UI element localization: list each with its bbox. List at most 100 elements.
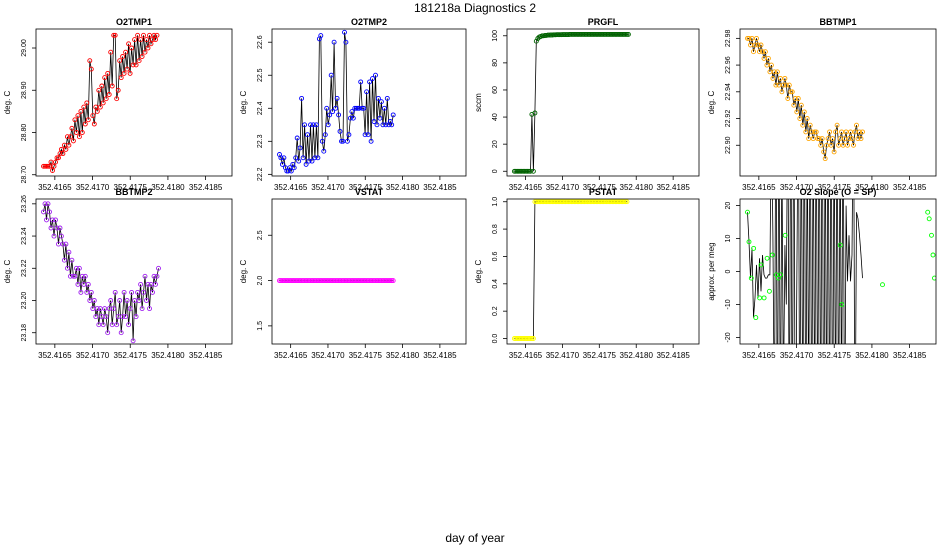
data-point [112,289,118,295]
data-point [839,302,845,307]
data-point [810,136,816,142]
data-point [794,109,800,115]
data-point [331,39,337,45]
data-point [337,128,343,134]
y-tick-label: 22.6 [257,35,264,49]
data-point [305,132,310,138]
data-point [51,163,57,169]
data-point [85,117,91,123]
data-point [330,109,336,115]
data-point [745,209,750,215]
data-point [145,45,151,51]
data-point [755,42,761,48]
x-tick-label: 352.4170 [780,183,814,192]
data-point [312,278,318,284]
data-point [94,108,100,114]
data-point [90,306,96,312]
x-tick-label: 352.4185 [189,351,223,360]
data-point [112,32,118,38]
data-point [153,281,158,287]
x-tick-label: 352.4165 [509,351,543,360]
data-point [109,322,115,328]
data-point [44,217,49,223]
data-point [390,112,396,118]
y-axis-label: deg. C [239,90,248,114]
y-tick-label: 22.98 [725,29,732,47]
data-point [50,217,55,223]
data-point [105,330,111,336]
data-point [76,134,82,140]
data-point [87,58,93,64]
data-point [324,278,330,284]
data-point [375,278,381,284]
data-point [70,138,76,144]
data-point [373,72,378,78]
data-point [762,49,768,55]
data-point [365,132,371,138]
data-point [751,49,756,55]
data-point [322,132,328,138]
data-point [84,100,90,106]
data-point [880,282,885,288]
chart-title: BBTMP2 [115,187,152,197]
data-point [364,278,370,284]
data-point [51,233,57,239]
data-point [786,82,792,88]
y-tick-label: -10 [725,299,732,309]
data-point [299,278,305,284]
data-point [364,89,370,95]
data-point [768,62,774,68]
y-axis-label: deg. C [239,259,248,283]
data-point [106,92,112,97]
data-point [102,75,108,81]
data-point [278,278,284,284]
data-point [291,278,297,284]
y-tick-label: 28.90 [21,81,28,99]
data-point [621,199,627,205]
data-point [132,298,138,303]
plot-frame [506,198,700,345]
data-point [79,130,85,135]
data-point [121,70,127,76]
data-point [758,262,764,268]
data-point [136,298,142,303]
data-point [84,289,90,295]
x-tick-label: 352.4165 [742,351,776,360]
y-tick-label: 1.0 [492,197,499,207]
data-point [857,129,862,135]
data-point [378,99,384,105]
data-point [529,336,535,341]
data-point [42,163,48,169]
x-tick-label: 352.4180 [386,183,420,192]
chart-title: O2TMP1 [116,17,152,27]
data-point [312,155,318,161]
data-point [749,35,755,41]
x-tick-label: 352.4185 [423,183,457,192]
data-point [381,105,387,111]
data-point [798,102,804,108]
data-point [751,245,757,251]
data-point [380,122,386,128]
data-point [347,115,353,121]
x-tick-label: 352.4170 [546,351,580,360]
x-tick-label: 352.4165 [274,351,308,360]
y-axis-label: deg. C [3,90,12,114]
data-point [115,87,121,93]
data-point [291,165,297,171]
data-point [56,155,61,161]
data-point [142,49,148,55]
y-tick-label: 28.70 [21,166,28,184]
y-tick-label: 22.90 [725,136,732,154]
data-point [53,159,58,165]
data-point [91,298,97,303]
y-tick-label: 1.5 [257,321,264,331]
data-point [147,306,152,312]
data-point [318,33,324,39]
x-tick-label: 352.4170 [76,183,110,192]
data-point [359,105,365,111]
data-point [806,136,812,142]
data-point [139,54,145,59]
data-point [48,225,54,231]
data-point [105,70,111,76]
data-point [815,136,821,142]
